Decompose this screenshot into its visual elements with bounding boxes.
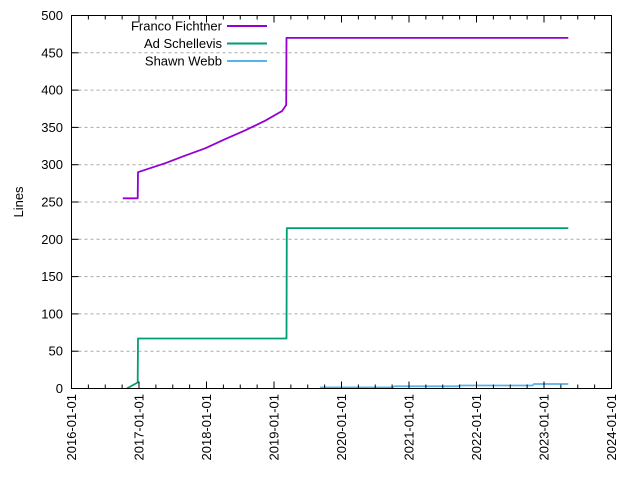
x-tick-label: 2019-01-01 bbox=[267, 394, 282, 461]
legend-label-ad-schellevis: Ad Schellevis bbox=[144, 36, 223, 51]
y-tick-label: 350 bbox=[41, 120, 63, 135]
y-axis-label: Lines bbox=[11, 186, 26, 218]
series-line-shawn-webb bbox=[319, 383, 569, 389]
y-tick-label: 100 bbox=[41, 306, 63, 321]
x-tick-label: 2021-01-01 bbox=[402, 394, 417, 461]
y-tick-label: 500 bbox=[41, 8, 63, 23]
y-tick-label: 150 bbox=[41, 269, 63, 284]
x-tick-label: 2022-01-01 bbox=[469, 394, 484, 461]
series-line-franco-fichtner bbox=[122, 37, 569, 200]
x-tick-label: 2016-01-01 bbox=[64, 394, 79, 461]
y-tick-label: 250 bbox=[41, 195, 63, 210]
series-line-ad-schellevis bbox=[126, 227, 569, 390]
legend-label-shawn-webb: Shawn Webb bbox=[145, 54, 222, 69]
x-tick-label: 2017-01-01 bbox=[132, 394, 147, 461]
y-tick-label: 50 bbox=[49, 344, 63, 359]
y-tick-label: 300 bbox=[41, 157, 63, 172]
y-tick-label: 0 bbox=[56, 381, 63, 396]
y-tick-label: 450 bbox=[41, 45, 63, 60]
x-tick-label: 2020-01-01 bbox=[334, 394, 349, 461]
x-tick-label: 2023-01-01 bbox=[537, 394, 552, 461]
y-tick-label: 400 bbox=[41, 83, 63, 98]
x-tick-label: 2018-01-01 bbox=[199, 394, 214, 461]
legend-label-franco-fichtner: Franco Fichtner bbox=[131, 19, 223, 34]
y-tick-label: 200 bbox=[41, 232, 63, 247]
x-tick-label: 2024-01-01 bbox=[604, 394, 619, 461]
